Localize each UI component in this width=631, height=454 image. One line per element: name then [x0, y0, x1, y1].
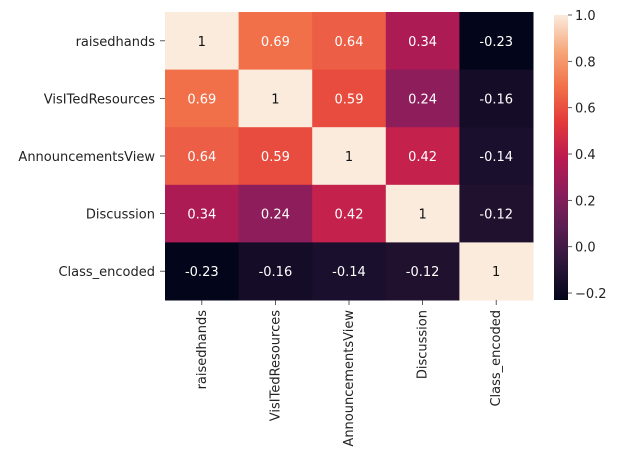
cell-value-label: 1: [418, 208, 426, 223]
heatmap-cell: [312, 12, 387, 71]
heatmap-cell: [165, 184, 240, 243]
column-label: Discussion: [416, 310, 431, 379]
cell-value-label: -0.16: [259, 265, 293, 280]
cell-value-label: -0.23: [479, 35, 513, 50]
colorbar-tick-label: 0.8: [575, 55, 596, 70]
heatmap-cell: [312, 184, 387, 243]
heatmap-cell: [459, 69, 534, 128]
column-label: AnnouncementsView: [342, 310, 357, 447]
cell-value-label: -0.14: [479, 150, 513, 165]
heatmap-cells: 1 0.69 0.64 0.34 -0.23 0.69 1 0.59 0.24 -0.16 0.64…: [165, 12, 534, 301]
cell-value-label: 0.64: [335, 35, 364, 50]
cell-value-label: 1: [492, 265, 500, 280]
cell-value-label: 0.42: [335, 208, 364, 223]
cell-value-label: 0.42: [408, 150, 437, 165]
row-label: AnnouncementsView: [18, 150, 155, 165]
row-label: Discussion: [86, 208, 155, 223]
cell-value-label: 0.59: [261, 150, 290, 165]
colorbar-tick-label: 0.6: [575, 102, 596, 117]
column-labels: raisedhands VisITedResources Announcements…: [195, 300, 504, 447]
cell-value-label: 0.24: [261, 208, 290, 223]
colorbar-tick-label: −0.2: [575, 287, 607, 302]
heatmap-cell: [165, 242, 240, 301]
heatmap-cell: [385, 242, 460, 301]
cell-value-label: -0.14: [332, 265, 366, 280]
cell-value-label: -0.12: [406, 265, 440, 280]
heatmap-cell: [238, 184, 313, 243]
cell-value-label: 0.24: [408, 92, 437, 107]
heatmap-cell: [385, 69, 460, 128]
heatmap-cell: [459, 127, 534, 186]
heatmap-cell: [385, 127, 460, 186]
cell-value-label: 1: [271, 92, 279, 107]
row-labels: raisedhands VisITedResources Announcements…: [18, 35, 165, 280]
cell-value-label: 0.69: [261, 35, 290, 50]
heatmap-cell: [238, 127, 313, 186]
colorbar-gradient: [554, 15, 568, 300]
heatmap-cell: [385, 12, 460, 71]
row-label: VisITedResources: [44, 92, 155, 107]
cell-value-label: -0.12: [479, 208, 513, 223]
heatmap-cell: [165, 12, 240, 71]
heatmap-cell: [459, 184, 534, 243]
cell-value-label: 0.59: [335, 92, 364, 107]
colorbar-tick-label: 0.0: [575, 241, 596, 256]
cell-value-label: 0.34: [187, 208, 216, 223]
heatmap-cell: [238, 242, 313, 301]
cell-value-label: -0.23: [185, 265, 219, 280]
cell-value-label: 0.34: [408, 35, 437, 50]
heatmap-cell: [385, 184, 460, 243]
heatmap-cell: [312, 127, 387, 186]
cell-value-label: 0.69: [187, 92, 216, 107]
heatmap-cell: [238, 69, 313, 128]
column-label: VisITedResources: [268, 310, 283, 421]
heatmap-cell: [312, 69, 387, 128]
column-label: Class_encoded: [489, 310, 504, 407]
cell-value-label: 1: [198, 35, 206, 50]
colorbar: 1.0 0.8 0.6 0.4 0.2 0.0 −0.2: [554, 9, 607, 302]
column-label: raisedhands: [195, 310, 210, 390]
heatmap-cell: [459, 242, 534, 301]
row-label: raisedhands: [76, 35, 156, 50]
heatmap-cell: [238, 12, 313, 71]
heatmap-cell: [312, 242, 387, 301]
cell-value-label: 1: [345, 150, 353, 165]
heatmap-cell: [165, 69, 240, 128]
row-label: Class_encoded: [58, 265, 155, 280]
colorbar-tick-label: 0.4: [575, 148, 596, 163]
heatmap-cell: [165, 127, 240, 186]
cell-value-label: 0.64: [187, 150, 216, 165]
heatmap-cell: [459, 12, 534, 71]
cell-value-label: -0.16: [479, 92, 513, 107]
colorbar-tick-label: 0.2: [575, 194, 596, 209]
colorbar-tick-label: 1.0: [575, 9, 596, 24]
